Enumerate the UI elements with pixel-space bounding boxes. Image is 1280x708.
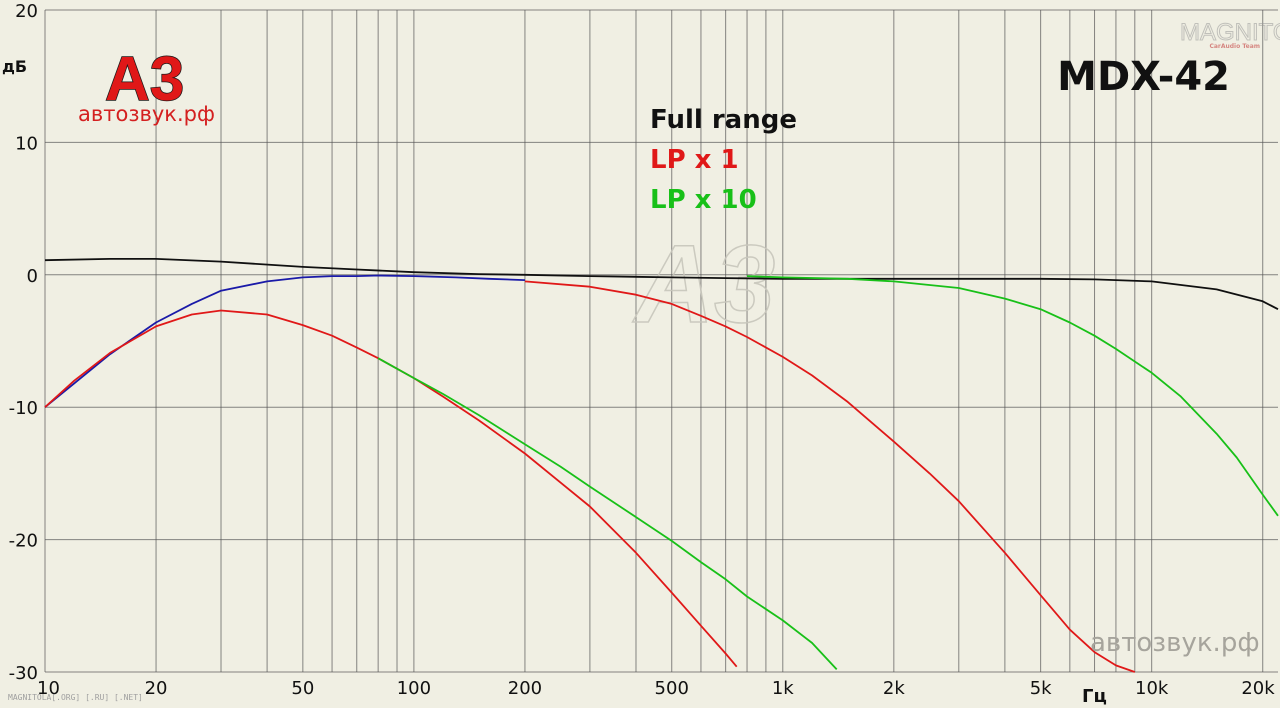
x-tick-label: 100 [397,678,431,699]
y-tick-label: -10 [9,398,38,419]
center-watermark: A3 [632,223,776,346]
chart-title: MDX-42 [1057,54,1230,100]
series-line-1 [44,257,1279,310]
legend-lp-x1: LP x 1 [650,145,739,175]
x-axis-label: Гц [1082,686,1107,707]
y-tick-label: 20 [15,1,38,22]
x-tick-label: 1k [772,678,794,699]
x-tick-label: 5k [1030,678,1052,699]
x-tick-label: 50 [291,678,314,699]
x-tick-label: 20 [145,678,168,699]
x-tick-label: 10k [1135,678,1169,699]
series-line-4 [746,275,1279,517]
magnitola-tag: CarAudio Team [1209,43,1260,50]
a3-logo: A3 автозвук.рф [78,44,215,126]
legend-full-range: Full range [650,105,797,135]
footer-credit: MAGNITOLA[.ORG] [.RU] [.NET] [8,693,143,702]
series-lines [44,257,1279,673]
watermark-bottom-right: автозвук.рф [1090,628,1260,658]
x-tick-label: 20k [1241,678,1275,699]
x-tick-label: 200 [508,678,542,699]
legend-lp-x10: LP x 10 [650,185,757,215]
y-tick-labels: 20 10 0 -10 -20 -30 [9,1,38,684]
logo-site: автозвук.рф [78,102,215,126]
legend: Full range LP x 1 LP x 10 [650,105,797,215]
y-tick-label: 10 [15,133,38,154]
grid-lines [44,9,1278,673]
y-axis-label: дБ [2,57,27,76]
magnitola-watermark: MAGNITOLA CarAudio Team [1180,19,1280,51]
x-tick-label: 10 [37,678,60,699]
y-tick-label: -30 [9,663,38,684]
x-tick-labels: 10 20 50 100 200 500 1k 2k 5k 10k 20k [37,678,1275,699]
series-line-6 [377,357,838,671]
logo-mark: A3 [105,45,184,114]
y-tick-label: 0 [27,266,38,287]
magnitola-name: MAGNITOLA [1180,19,1280,46]
y-tick-label: -20 [9,531,38,552]
x-tick-label: 500 [655,678,689,699]
x-tick-label: 2k [883,678,905,699]
series-line-5 [524,280,1136,673]
